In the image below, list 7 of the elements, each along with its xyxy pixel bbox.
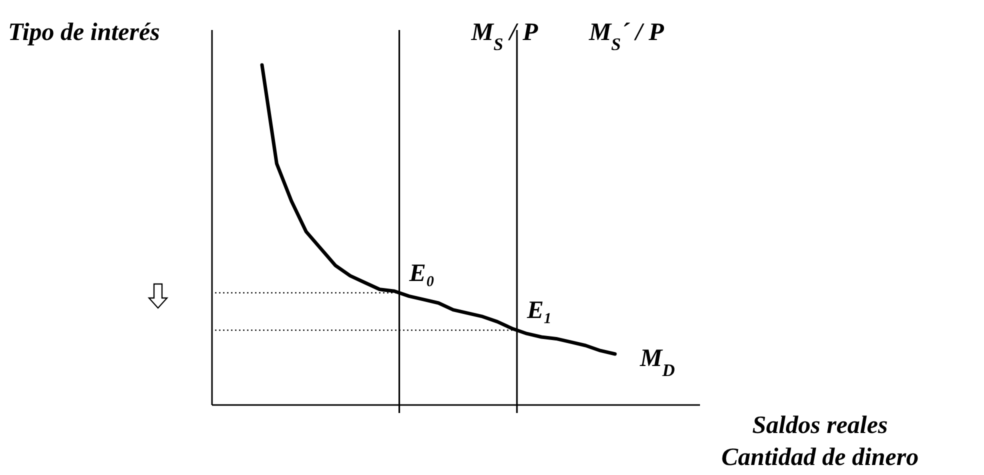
text: M$_{S}$ / P <box>471 19 538 54</box>
text: M$_{S}$´ / P <box>588 19 664 54</box>
annotation: E₁ <box>526 297 552 324</box>
series-label: M$_{D}$ <box>639 345 676 380</box>
y-axis-title: Tipo de interés <box>8 19 160 46</box>
x-axis-title: Saldos reales Cantidad de dinero <box>721 412 919 471</box>
annotation: E₀ <box>408 260 435 287</box>
